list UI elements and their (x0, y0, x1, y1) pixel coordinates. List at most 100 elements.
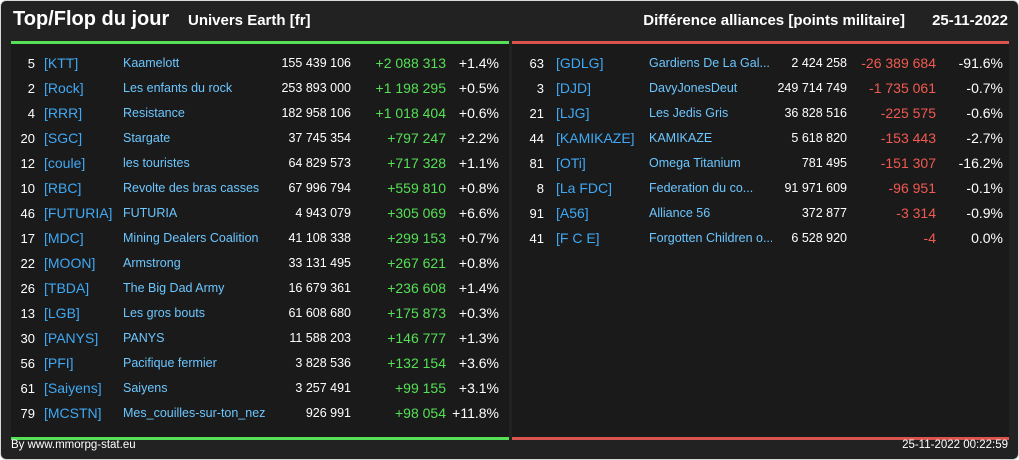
military-points: 182 958 106 (281, 106, 351, 120)
alliance-name[interactable]: DavyJonesDeut (649, 81, 738, 95)
list-item: 26 [TBDA] The Big Dad Army 16 679 361 +236 6… (11, 276, 509, 301)
list-item: 21 [LJG] Les Jedis Gris 36 828 516 -225 575 -… (512, 101, 1009, 126)
alliance-tag[interactable]: [coule] (44, 155, 86, 171)
points-difference: +2 088 313 (375, 55, 446, 71)
alliance-tag[interactable]: [LJG] (556, 105, 590, 121)
points-difference: +99 155 (395, 380, 446, 396)
rank: 61 (20, 381, 35, 396)
points-difference: +267 621 (387, 255, 446, 271)
alliance-tag[interactable]: [La FDC] (556, 180, 613, 196)
alliance-tag[interactable]: [PANYS] (44, 330, 99, 346)
alliance-name[interactable]: Armstrong (123, 256, 181, 270)
rank: 63 (529, 56, 544, 71)
alliance-tag[interactable]: [MOON] (44, 255, 96, 271)
alliance-name[interactable]: Les gros bouts (123, 306, 205, 320)
points-difference: -96 951 (888, 180, 936, 196)
alliance-name[interactable]: Omega Titanium (649, 156, 741, 170)
points-difference: +717 328 (387, 155, 446, 171)
military-points: 41 108 338 (288, 231, 351, 245)
alliance-name[interactable]: Federation du co... (649, 181, 754, 195)
generated-timestamp: 25-11-2022 00:22:59 (902, 439, 1008, 451)
percent-change: +0.8% (458, 255, 499, 271)
alliance-tag[interactable]: [SGC] (44, 130, 83, 146)
percent-change: +1.3% (458, 330, 499, 346)
percent-change: +6.6% (458, 205, 499, 221)
points-difference: -151 307 (880, 155, 936, 171)
list-item: 61 [Saiyens] Saiyens 3 257 491 +99 155 +3.1% (11, 376, 509, 401)
list-item: 4 [RRR] Resistance 182 958 106 +1 018 404 +0.… (11, 101, 509, 126)
alliance-tag[interactable]: [GDLG] (556, 55, 604, 71)
military-points: 155 439 106 (281, 56, 351, 70)
percent-change: +0.8% (458, 180, 499, 196)
alliance-tag[interactable]: [MCSTN] (44, 405, 102, 421)
military-points: 3 828 536 (295, 356, 351, 370)
alliance-tag[interactable]: [KAMIKAZE] (556, 130, 635, 146)
alliance-tag[interactable]: [KTT] (44, 55, 79, 71)
percent-change: +2.2% (458, 130, 499, 146)
alliance-tag[interactable]: [RRR] (44, 105, 83, 121)
alliance-name[interactable]: les touristes (123, 156, 190, 170)
alliance-tag[interactable]: [FUTURIA] (44, 205, 113, 221)
points-difference: +1 018 404 (375, 105, 446, 121)
alliance-tag[interactable]: [OTi] (556, 155, 586, 171)
alliance-tag[interactable]: [A56] (556, 205, 589, 221)
list-item: 41 [F C E] Forgotten Children o... 6 528 92… (512, 226, 1009, 251)
rank: 12 (20, 156, 35, 171)
alliance-name[interactable]: Resistance (123, 106, 185, 120)
alliance-name[interactable]: Mining Dealers Coalition (123, 231, 259, 245)
military-points: 2 424 258 (791, 56, 847, 70)
military-points: 253 893 000 (281, 81, 351, 95)
military-points: 36 828 516 (784, 106, 847, 120)
alliance-tag[interactable]: [Saiyens] (44, 380, 102, 396)
list-item: 79 [MCSTN] Mes_couilles-sur-ton_nez 926 991… (11, 401, 509, 426)
points-difference: -4 (923, 230, 936, 246)
alliance-name[interactable]: Pacifique fermier (123, 356, 217, 370)
points-difference: -1 735 061 (869, 80, 936, 96)
alliance-name[interactable]: PANYS (123, 331, 165, 345)
list-item: 2 [Rock] Les enfants du rock 253 893 000 +1 … (11, 76, 509, 101)
points-difference: +175 873 (387, 305, 446, 321)
military-points: 5 618 820 (791, 131, 847, 145)
alliance-tag[interactable]: [TBDA] (44, 280, 90, 296)
alliance-name[interactable]: Alliance 56 (649, 206, 711, 220)
alliance-name[interactable]: Les enfants du rock (123, 81, 233, 95)
percent-change: -16.2% (958, 155, 1003, 171)
points-difference: +797 247 (387, 130, 446, 146)
list-item: 91 [A56] Alliance 56 372 877 -3 314 -0.9% (512, 201, 1009, 226)
alliance-tag[interactable]: [DJD] (556, 80, 591, 96)
alliance-name[interactable]: Kaamelott (123, 56, 180, 70)
alliance-name[interactable]: The Big Dad Army (123, 281, 225, 295)
percent-change: -0.7% (966, 80, 1003, 96)
military-points: 11 588 203 (289, 331, 351, 345)
alliance-name[interactable]: Saiyens (123, 381, 168, 395)
percent-change: +0.5% (458, 80, 499, 96)
percent-change: +11.8% (452, 405, 499, 421)
military-points: 67 996 794 (288, 181, 351, 195)
alliance-name[interactable]: FUTURIA (123, 206, 178, 220)
alliance-tag[interactable]: [RBC] (44, 180, 82, 196)
alliance-name[interactable]: KAMIKAZE (649, 131, 713, 145)
list-item: 56 [PFI] Pacifique fermier 3 828 536 +132 15… (11, 351, 509, 376)
alliance-name[interactable]: Revolte des bras casses (123, 181, 260, 195)
alliance-tag[interactable]: [LGB] (44, 305, 80, 321)
points-difference: +1 198 295 (375, 80, 446, 96)
header: Top/Flop du jour Univers Earth [fr] Diff… (1, 1, 1018, 41)
rank: 2 (27, 81, 35, 96)
alliance-tag[interactable]: [Rock] (44, 80, 84, 96)
alliance-tag[interactable]: [MDC] (44, 230, 84, 246)
alliance-name[interactable]: Forgotten Children o... (649, 231, 772, 245)
points-difference: -26 389 684 (861, 55, 936, 71)
rank: 8 (536, 181, 544, 196)
percent-change: -91.6% (958, 55, 1003, 71)
alliance-name[interactable]: Gardiens De La Gal... (649, 56, 770, 70)
alliance-tag[interactable]: [PFI] (44, 355, 74, 371)
rank: 3 (536, 81, 544, 96)
top-panel: 5 [KTT] Kaamelott 155 439 106 +2 088 313 +1.4… (11, 41, 509, 440)
alliance-name[interactable]: Les Jedis Gris (649, 106, 729, 120)
list-item: 81 [OTi] Omega Titanium 781 495 -151 307 -16.… (512, 151, 1009, 176)
rank: 30 (20, 331, 35, 346)
alliance-tag[interactable]: [F C E] (556, 230, 600, 246)
points-difference: -153 443 (880, 130, 936, 146)
alliance-name[interactable]: Stargate (123, 131, 171, 145)
alliance-name[interactable]: Mes_couilles-sur-ton_nez (123, 406, 266, 420)
